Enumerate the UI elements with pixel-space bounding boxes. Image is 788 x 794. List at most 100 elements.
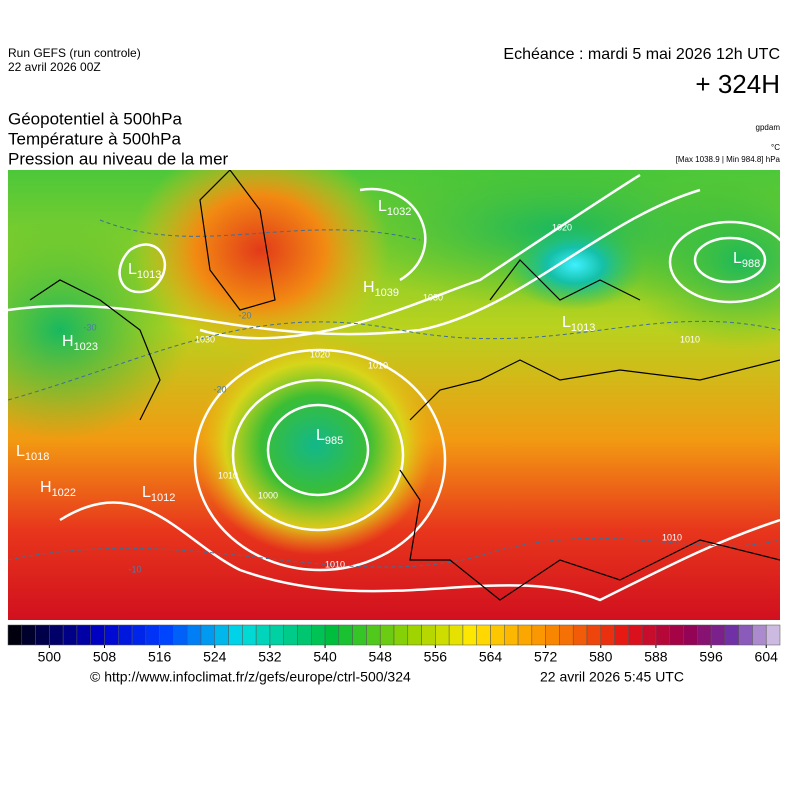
colorbar-cell xyxy=(49,624,64,646)
colorbar-cell xyxy=(118,624,133,646)
contour-label: 1010 xyxy=(680,334,700,344)
colorbar-tick-label: 548 xyxy=(369,649,393,665)
center-letter: H xyxy=(62,333,74,350)
colorbar-tick-label: 524 xyxy=(203,649,227,665)
colorbar-cell xyxy=(462,624,477,646)
center-value: 985 xyxy=(325,435,343,447)
pressure-center: L1012 xyxy=(142,484,175,504)
center-value: 1018 xyxy=(25,451,49,463)
footer-url: © http://www.infoclimat.fr/z/gefs/europe… xyxy=(90,669,411,685)
center-letter: L xyxy=(142,484,151,501)
contour-label: 1010 xyxy=(325,559,345,569)
temp-label: -30 xyxy=(83,322,96,332)
colorbar-tick-label: 572 xyxy=(534,649,558,665)
colorbar-tick-label: 508 xyxy=(93,649,117,665)
colorbar-cell xyxy=(448,624,464,646)
center-letter: L xyxy=(128,261,137,278)
pressure-center: L1013 xyxy=(128,261,161,281)
colorbar-cell xyxy=(614,624,629,646)
center-letter: H xyxy=(40,479,52,496)
contour-label: 1010 xyxy=(218,470,238,480)
center-letter: L xyxy=(316,427,325,444)
contour-label: 1010 xyxy=(662,532,682,542)
colorbar-cell xyxy=(710,624,726,646)
colorbar-cell xyxy=(393,624,409,646)
temp-label: -10 xyxy=(128,564,141,574)
colorbar-tick-label: 580 xyxy=(589,649,613,665)
colorbar-cell xyxy=(697,624,712,646)
colorbar-cell xyxy=(421,624,436,646)
colorbar-cell xyxy=(490,624,505,646)
contour-label: 1010 xyxy=(368,360,388,370)
colorbar-cell xyxy=(559,624,574,646)
colorbar-cell xyxy=(545,624,560,646)
center-value: 988 xyxy=(742,258,760,270)
colorbar-cell xyxy=(104,624,119,646)
colorbar-cell xyxy=(504,624,519,646)
colorbar-cell xyxy=(283,624,298,646)
colorbar-cell xyxy=(35,624,50,646)
colorbar-tick-label: 516 xyxy=(148,649,172,665)
center-value: 1012 xyxy=(151,492,175,504)
pressure-center: L1013 xyxy=(562,314,595,334)
colorbar-tick-label: 588 xyxy=(644,649,668,665)
colorbar-cell xyxy=(269,624,284,646)
colorbar-cell xyxy=(586,624,602,646)
center-value: 1013 xyxy=(571,322,595,334)
map xyxy=(8,170,780,620)
colorbar-tick-label: 500 xyxy=(38,649,62,665)
colorbar-cell xyxy=(338,624,353,646)
colorbar-cell xyxy=(600,624,615,646)
colorbar-cell xyxy=(297,624,312,646)
pressure-center: H1039 xyxy=(363,279,399,299)
colorbar-cell xyxy=(724,624,739,646)
center-letter: H xyxy=(363,279,375,296)
pressure-center: H1023 xyxy=(62,333,98,353)
colorbar-cell xyxy=(572,624,588,646)
colorbar-cell xyxy=(517,624,533,646)
colorbar-cell xyxy=(641,624,657,646)
footer-issued: 22 avril 2026 5:45 UTC xyxy=(540,669,684,685)
center-value: 1013 xyxy=(137,269,161,281)
center-value: 1039 xyxy=(375,287,399,299)
title: Pression au niveau de la mer xyxy=(8,149,229,168)
colorbar-cell xyxy=(214,624,229,646)
colorbar-cell xyxy=(21,624,36,646)
colorbar-cell xyxy=(90,624,105,646)
colorbar-cell xyxy=(200,624,216,646)
unit: gpdam xyxy=(756,123,781,132)
colorbar-cell xyxy=(145,624,160,646)
colorbar-cell xyxy=(76,624,91,646)
colorbar-cell xyxy=(407,624,422,646)
run-date: 22 avril 2026 00Z xyxy=(8,60,101,74)
title: Température à 500hPa xyxy=(8,129,181,148)
colorbar-cell xyxy=(7,624,23,646)
colorbar-cell xyxy=(531,624,546,646)
colorbar-cell xyxy=(352,624,367,646)
echeance: Echéance : mardi 5 mai 2026 12h UTC xyxy=(503,46,780,63)
center-value: 1032 xyxy=(387,206,411,218)
offset: + 324H xyxy=(695,69,780,99)
contour-label: 1000 xyxy=(258,490,278,500)
colorbar-cell xyxy=(655,624,670,646)
colorbar-cell xyxy=(683,624,698,646)
colorbar-cell xyxy=(324,624,340,646)
center-letter: L xyxy=(16,443,25,460)
contour-label: 1020 xyxy=(310,349,330,359)
colorbar-cell xyxy=(669,624,684,646)
pressure-center: L988 xyxy=(733,250,760,270)
colorbar-tick-label: 556 xyxy=(424,649,448,665)
colorbar-cell xyxy=(476,624,491,646)
colorbar-cell xyxy=(628,624,643,646)
center-value: 1023 xyxy=(74,341,98,353)
colorbar-cell xyxy=(255,624,271,646)
colorbar-cell xyxy=(738,624,753,646)
temp-label: -20 xyxy=(238,310,251,320)
colorbar-cell xyxy=(131,624,147,646)
center-letter: L xyxy=(378,198,387,215)
pressure-center: L1032 xyxy=(378,198,411,218)
colorbar-cell xyxy=(765,624,781,646)
colorbar-cell xyxy=(752,624,767,646)
contour-label: 1020 xyxy=(552,222,572,232)
colorbar-cell xyxy=(379,624,395,646)
